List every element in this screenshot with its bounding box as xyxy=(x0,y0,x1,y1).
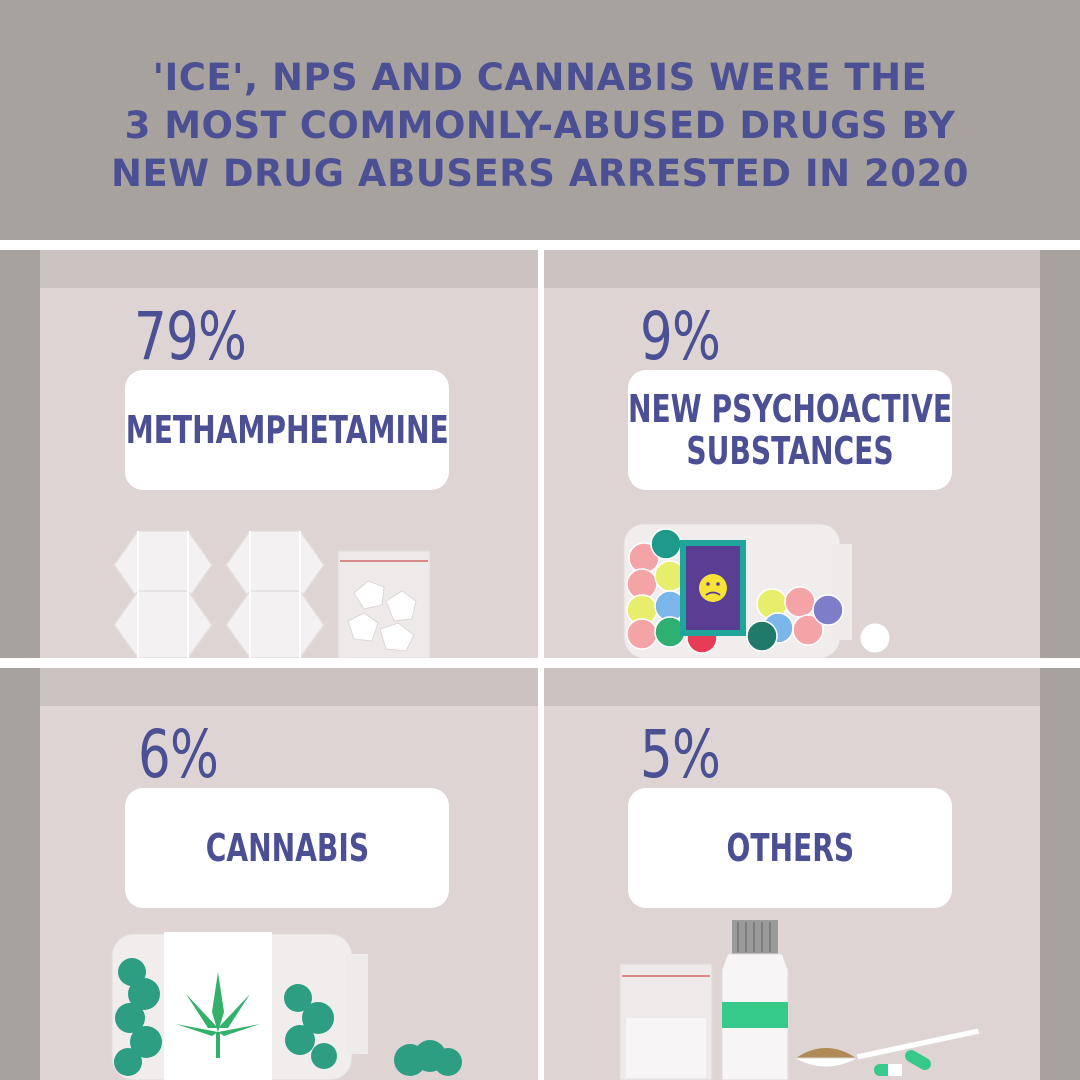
percent-value: 6% xyxy=(138,716,219,793)
label-card: METHAMPHETAMINE xyxy=(125,370,449,490)
header-banner: 'ICE', NPS AND CANNABIS WERE THE 3 MOST … xyxy=(0,0,1080,240)
label-line: OTHERS xyxy=(726,826,854,870)
label-line: METHAMPHETAMINE xyxy=(125,408,449,452)
label-line: NEW PSYCHOACTIVE xyxy=(627,387,953,431)
shelf-top xyxy=(544,250,1080,288)
medicine-bottle-icon xyxy=(619,920,981,1080)
percent-value: 9% xyxy=(640,298,721,375)
crystal-icon xyxy=(113,530,431,658)
panel-methamphetamine: 79% METHAMPHETAMINE xyxy=(0,250,538,658)
shelf-top xyxy=(544,668,1080,706)
drug-label: METHAMPHETAMINE xyxy=(126,409,449,451)
drug-label: CANNABIS xyxy=(205,827,368,869)
percent-value: 5% xyxy=(640,716,721,793)
shelf-top xyxy=(0,250,538,288)
shelf-top xyxy=(0,668,538,706)
page-title: 'ICE', NPS AND CANNABIS WERE THE 3 MOST … xyxy=(0,54,1080,198)
panel-cannabis: 6% CANNABIS xyxy=(0,668,538,1080)
drug-label: OTHERS xyxy=(726,827,854,869)
panel-nps: 9% NEW PSYCHOACTIVE SUBSTANCES xyxy=(544,250,1080,658)
cannabis-jar-icon xyxy=(111,932,462,1080)
side-wall xyxy=(0,250,40,658)
side-wall xyxy=(1040,668,1080,1080)
title-line: NEW DRUG ABUSERS ARRESTED IN 2020 xyxy=(111,152,969,195)
title-line: 3 MOST COMMONLY-ABUSED DRUGS BY xyxy=(124,104,956,147)
drug-label: NEW PSYCHOACTIVE SUBSTANCES xyxy=(628,388,952,472)
label-card: NEW PSYCHOACTIVE SUBSTANCES xyxy=(628,370,952,490)
percent-value: 79% xyxy=(134,298,247,375)
label-card: CANNABIS xyxy=(125,788,449,908)
label-card: OTHERS xyxy=(628,788,952,908)
panel-others: 5% OTHERS xyxy=(544,668,1080,1080)
label-line: SUBSTANCES xyxy=(686,429,894,473)
side-wall xyxy=(1040,250,1080,658)
title-line: 'ICE', NPS AND CANNABIS WERE THE xyxy=(152,56,928,99)
label-line: CANNABIS xyxy=(205,826,369,870)
pill-bottle-icon xyxy=(623,523,891,658)
side-wall xyxy=(0,668,40,1080)
